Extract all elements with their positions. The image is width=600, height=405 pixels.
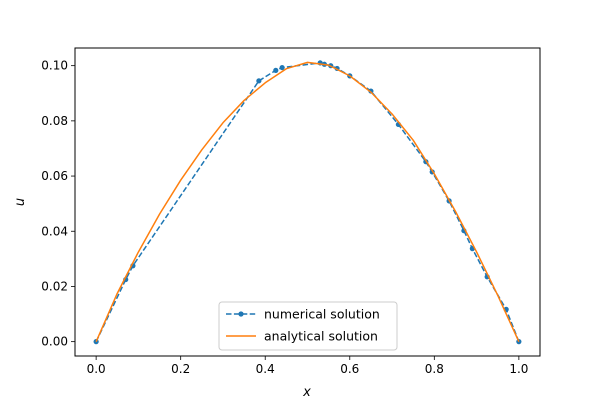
x-tick-label: 0.2: [171, 362, 190, 376]
x-tick-label: 0.6: [340, 362, 359, 376]
y-tick-label: 0.02: [41, 279, 68, 293]
y-tick-label: 0.04: [41, 224, 68, 238]
y-tick-label: 0.06: [41, 169, 68, 183]
numerical-solution-line: [95, 62, 520, 342]
numerical-solution-point: [256, 78, 262, 84]
x-tick-label: 0.0: [87, 362, 106, 376]
plot-area: [93, 60, 522, 345]
y-tick-label: 0.00: [41, 335, 68, 349]
numerical-solution-point: [273, 67, 279, 73]
legend: numerical solution analytical solution: [218, 301, 398, 351]
analytical-solution-line: [95, 61, 520, 342]
x-axis-label: x: [302, 385, 311, 400]
legend-numerical-label: numerical solution: [264, 307, 380, 322]
legend-analytical-label: analytical solution: [264, 329, 378, 344]
numerical-solution-point: [368, 88, 374, 94]
x-axis: 0.0 0.2 0.4 0.6 0.8 1.0: [87, 356, 528, 376]
y-axis-label: u: [13, 198, 28, 206]
y-axis: 0.00 0.02 0.04 0.06 0.08 0.10: [41, 59, 75, 349]
legend-numerical-marker: [238, 311, 244, 317]
y-tick-label: 0.10: [41, 59, 68, 73]
x-tick-label: 0.4: [256, 362, 275, 376]
y-tick-label: 0.08: [41, 114, 68, 128]
axes-frame: [74, 47, 541, 357]
numerical-solution-point: [279, 64, 285, 71]
x-tick-label: 1.0: [509, 362, 528, 376]
numerical-solution-point: [516, 339, 522, 345]
legend-box: [218, 301, 398, 351]
x-tick-label: 0.8: [425, 362, 444, 376]
